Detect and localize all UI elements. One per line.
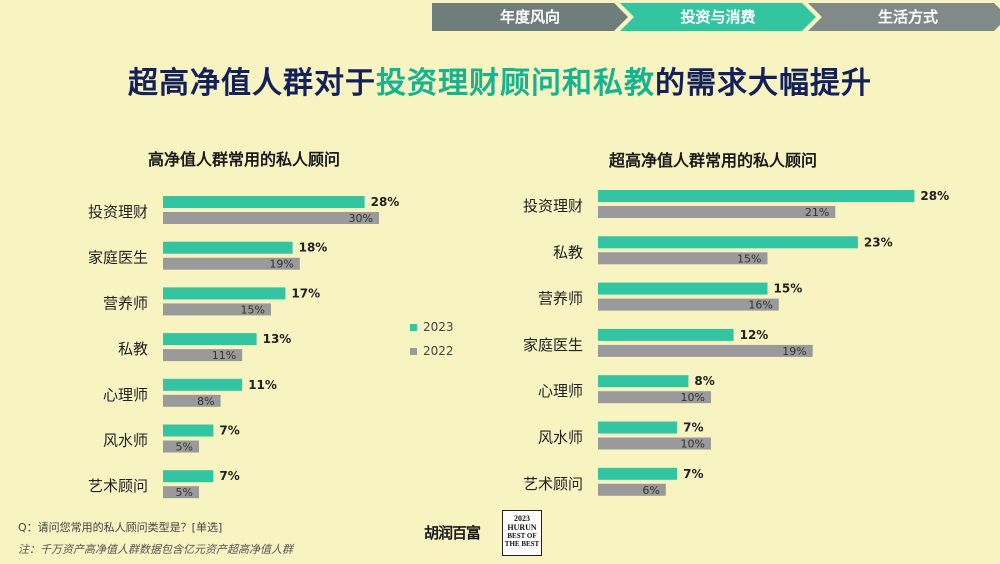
badge-name: HURUN	[507, 523, 537, 532]
right-value-label-2022: 16%	[748, 299, 772, 312]
right-value-label-2022: 21%	[805, 206, 829, 219]
footer-note: 注：千万资产高净值人群数据包含亿元资产超高净值人群	[18, 543, 293, 556]
right-category-label: 营养师	[538, 290, 583, 308]
left-value-label-2023: 11%	[248, 378, 277, 392]
hurun-logo: 胡润百富	[424, 524, 481, 542]
right-value-label-2023: 28%	[920, 189, 949, 203]
left-category-label: 投资理财	[88, 203, 148, 221]
left-bar-2023	[163, 424, 214, 437]
right-value-label-2023: 8%	[694, 374, 714, 388]
right-value-label-2023: 23%	[864, 235, 893, 249]
left-value-label-2023: 7%	[219, 424, 239, 438]
left-value-label-2023: 28%	[371, 195, 400, 209]
right-bar-2023	[598, 236, 858, 249]
right-chart-title: 超高净值人群常用的私人顾问	[609, 151, 818, 170]
right-value-label-2023: 7%	[683, 421, 703, 435]
right-category-label: 投资理财	[523, 197, 583, 215]
left-value-label-2023: 17%	[291, 286, 320, 300]
left-category-label: 家庭医生	[88, 249, 148, 267]
left-bar-2023	[163, 241, 293, 254]
left-bar-2022	[163, 212, 379, 224]
right-bar-2023	[598, 375, 689, 388]
right-bar-2023	[598, 282, 768, 295]
legend-label-2023: 2023	[423, 320, 454, 334]
left-bar-2023	[163, 196, 365, 208]
right-bar-2022	[598, 391, 711, 404]
right-value-label-2023: 12%	[740, 328, 769, 342]
left-bar-2022	[163, 394, 221, 407]
left-value-label-2022: 19%	[269, 258, 293, 271]
right-value-label-2022: 6%	[642, 484, 659, 497]
badge-text: BEST OF THE BEST	[504, 532, 540, 548]
left-category-label: 私教	[118, 340, 148, 358]
right-bar-2022	[598, 206, 836, 218]
right-bar-2023	[598, 328, 734, 341]
nav-step-annual-trends[interactable]: 年度风向	[432, 3, 628, 31]
left-bar-2023	[163, 470, 214, 483]
left-value-label-2023: 7%	[219, 469, 239, 483]
right-bar-2022	[598, 483, 666, 496]
right-bar-2023	[598, 421, 678, 434]
left-category-label: 营养师	[103, 294, 148, 312]
right-bar-2022	[598, 298, 779, 311]
left-value-label-2023: 13%	[263, 332, 292, 346]
footer-question: Q：请问您常用的私人顾问类型是？[单选]	[18, 521, 223, 534]
left-category-label: 艺术顾问	[88, 477, 148, 495]
right-category-label: 心理师	[538, 382, 583, 400]
nav-step-investment-consumption[interactable]: 投资与消费	[620, 3, 816, 31]
right-category-label: 私教	[553, 243, 583, 261]
left-bar-2023	[163, 333, 257, 346]
right-value-label-2022: 15%	[737, 252, 761, 265]
left-bar-2022	[163, 440, 199, 453]
legend-item-2022: 2022	[410, 344, 454, 358]
page-title: 超高净值人群对于投资理财顾问和私教的需求大幅提升	[0, 58, 1000, 102]
legend-label-2022: 2022	[423, 344, 454, 358]
left-value-label-2022: 5%	[176, 486, 193, 499]
right-bar-2022	[598, 344, 813, 357]
right-value-label-2023: 7%	[683, 467, 703, 481]
left-bar-2022	[163, 303, 271, 316]
legend-swatch-2022	[410, 347, 417, 355]
left-bar-2022	[163, 349, 243, 362]
legend-swatch-2023	[410, 323, 417, 331]
left-chart-title: 高净值人群常用的私人顾问	[148, 150, 341, 169]
right-value-label-2023: 15%	[774, 282, 803, 296]
left-value-label-2022: 5%	[176, 441, 193, 454]
left-value-label-2022: 30%	[349, 212, 373, 225]
section-nav: 年度风向 投资与消费 生活方式	[432, 3, 1000, 31]
badge-year: 2023	[514, 514, 530, 523]
left-bar-2022	[163, 486, 199, 499]
page-title-part2: 的需求大幅提升	[655, 66, 872, 101]
left-category-label: 心理师	[103, 386, 148, 404]
right-value-label-2022: 10%	[681, 391, 705, 404]
right-bar-2022	[598, 437, 711, 450]
left-value-label-2022: 15%	[241, 303, 265, 316]
best-of-best-badge: 2023 HURUN BEST OF THE BEST	[502, 510, 542, 556]
left-value-label-2022: 8%	[197, 395, 214, 408]
right-category-label: 艺术顾问	[523, 475, 583, 493]
left-category-label: 风水师	[103, 432, 148, 450]
page-title-part1: 超高净值人群对于	[128, 66, 376, 101]
left-bar-2023	[163, 378, 243, 391]
right-value-label-2022: 10%	[681, 438, 705, 451]
right-value-label-2022: 19%	[782, 345, 806, 358]
left-value-label-2022: 11%	[212, 349, 236, 362]
legend: 2023 2022	[410, 320, 454, 368]
left-value-label-2023: 18%	[299, 241, 328, 255]
left-bar-2022	[163, 257, 300, 270]
right-bar-2023	[598, 190, 915, 202]
page-title-highlight: 投资理财顾问和私教	[376, 66, 655, 101]
legend-item-2023: 2023	[410, 320, 454, 334]
right-category-label: 家庭医生	[523, 336, 583, 354]
right-category-label: 风水师	[538, 429, 583, 447]
left-bar-2023	[163, 287, 286, 300]
right-bar-2023	[598, 467, 678, 480]
right-bar-2022	[598, 252, 768, 265]
nav-step-lifestyle[interactable]: 生活方式	[808, 3, 1000, 31]
